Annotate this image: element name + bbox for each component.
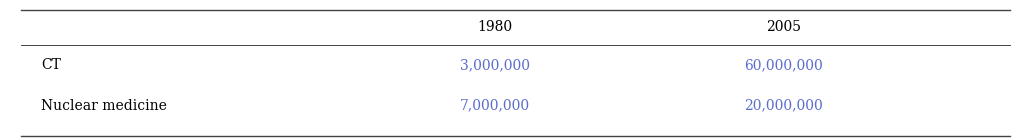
Text: 60,000,000: 60,000,000	[744, 58, 823, 72]
Text: 2005: 2005	[766, 20, 801, 34]
Text: 20,000,000: 20,000,000	[744, 99, 823, 113]
Text: CT: CT	[41, 58, 61, 72]
Text: 3,000,000: 3,000,000	[460, 58, 530, 72]
Text: 7,000,000: 7,000,000	[460, 99, 530, 113]
Text: Nuclear medicine: Nuclear medicine	[41, 99, 167, 113]
Text: 1980: 1980	[477, 20, 512, 34]
